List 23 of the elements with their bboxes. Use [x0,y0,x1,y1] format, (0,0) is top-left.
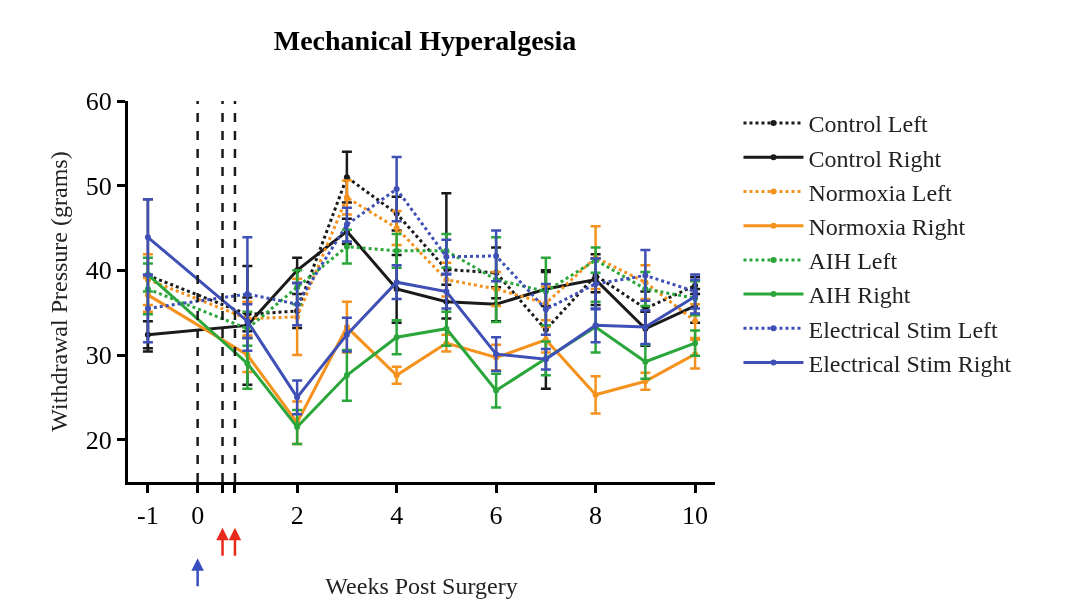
y-tick-label: 60 [85,87,112,117]
legend-label: Normoxia Left [808,179,953,206]
y-axis-title: Withdrawal Pressure (grams) [45,151,72,432]
legend-label: Control Left [808,111,929,138]
legend-label: Electrical Stim Left [808,316,999,343]
y-tick-label: 40 [85,256,112,286]
x-tick-label: 10 [682,501,709,531]
x-tick-label: 6 [489,501,503,531]
x-tick-label: 8 [589,501,603,531]
legend-label: Normoxia Right [808,214,966,241]
legend-label: AIH Right [808,282,911,309]
y-tick-label: 20 [85,425,112,455]
x-axis-title: Weeks Post Surgery [325,572,518,599]
legend-label: Control Right [808,145,942,172]
x-tick-label: -1 [137,501,159,531]
x-tick-label: 2 [290,501,304,531]
legend-label: Electrical Stim Right [808,350,1012,377]
chart-title: Mechanical Hyperalgesia [273,24,577,56]
x-tick-label: 4 [390,501,404,531]
y-tick-label: 50 [85,171,112,201]
x-tick-label: 0 [191,501,205,531]
legend-label: AIH Left [808,248,898,275]
y-tick-label: 30 [85,341,112,371]
